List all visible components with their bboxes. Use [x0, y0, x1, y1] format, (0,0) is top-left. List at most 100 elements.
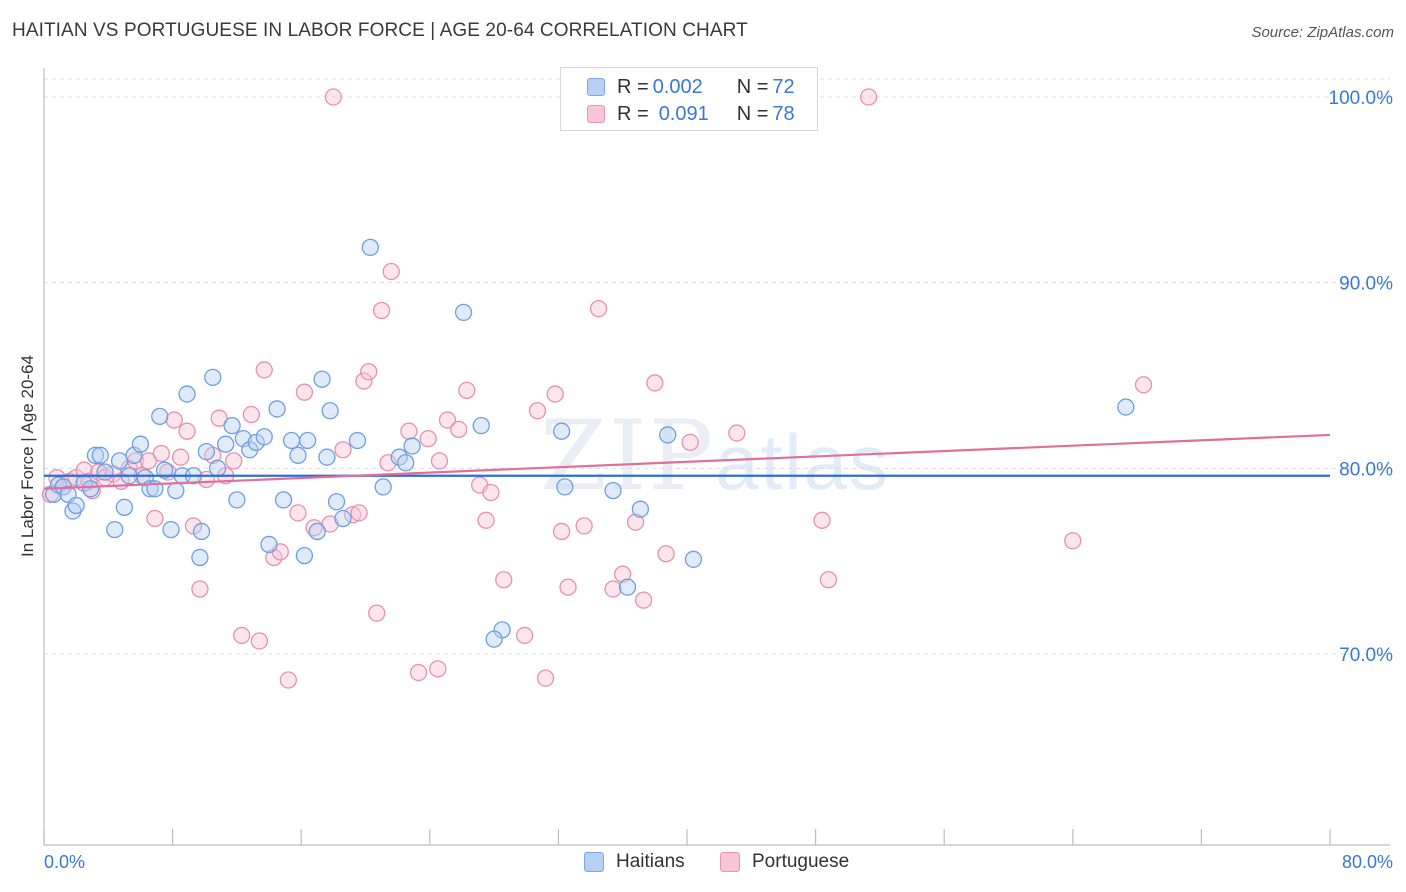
- stats-legend: R = 0.002 N = 72 R = 0.091 N = 78: [560, 67, 818, 131]
- haitians-point: [556, 478, 574, 496]
- portuguese-point: [400, 422, 418, 440]
- y-tick-labels: 70.0% 80.0% 90.0% 100.0%: [1329, 88, 1394, 666]
- r-value: 0.002: [652, 75, 703, 98]
- portuguese-point: [626, 513, 645, 531]
- portuguese-point: [589, 300, 608, 318]
- portuguese-point: [575, 517, 593, 535]
- stats-row-haitians: R = 0.002 N = 72: [587, 74, 795, 100]
- portuguese-legend-swatch: [720, 852, 740, 872]
- x-tick-max: 80.0%: [1341, 852, 1393, 872]
- haitians-point: [192, 522, 211, 541]
- portuguese-point: [634, 591, 653, 609]
- haitians-point: [86, 446, 105, 464]
- source-label: Source: ZipAtlas.com: [1251, 24, 1394, 41]
- portuguese-point: [233, 626, 251, 645]
- portuguese-point: [728, 424, 746, 442]
- haitians-point: [260, 535, 278, 554]
- haitians-point: [282, 431, 301, 450]
- portuguese-trend-line: [43, 433, 1331, 490]
- haitians-point: [197, 442, 216, 461]
- haitians-point: [191, 548, 209, 567]
- portuguese-point: [368, 604, 386, 622]
- haitians-point: [96, 463, 114, 481]
- legend-label-portuguese: Portuguese: [752, 851, 850, 872]
- haitians-point: [298, 431, 317, 450]
- portuguese-point: [178, 422, 196, 440]
- portuguese-point: [355, 372, 373, 390]
- haitians-point: [318, 448, 336, 466]
- haitians-point: [115, 498, 134, 516]
- haitians-point: [131, 435, 150, 453]
- haitians-point: [313, 370, 331, 388]
- portuguese-swatch: [587, 105, 605, 123]
- portuguese-points: [41, 88, 1153, 689]
- stats-row-portuguese: R = 0.091 N = 78: [587, 101, 795, 127]
- n-value: 72: [772, 75, 795, 98]
- portuguese-point: [546, 385, 564, 403]
- haitians-point: [255, 428, 273, 446]
- portuguese-point: [604, 580, 622, 598]
- y-tick-label: 100.0%: [1329, 88, 1394, 109]
- legend-label-haitians: Haitians: [616, 851, 685, 872]
- portuguese-point: [350, 504, 368, 522]
- portuguese-point: [614, 565, 632, 583]
- haitians-point: [684, 550, 703, 568]
- haitians-point: [295, 546, 314, 565]
- portuguese-point: [146, 509, 164, 528]
- y-tick-label: 80.0%: [1339, 459, 1393, 480]
- haitians-point: [485, 630, 503, 648]
- haitians-point: [155, 461, 174, 479]
- series-legend: Haitians Portuguese: [0, 851, 1406, 877]
- portuguese-point: [477, 511, 495, 529]
- portuguese-point: [171, 448, 190, 466]
- portuguese-point: [430, 452, 449, 470]
- haitians-point: [472, 416, 490, 435]
- haitians-point: [167, 481, 185, 500]
- axes: [43, 68, 1390, 846]
- haitians-point: [110, 452, 129, 470]
- haitians-point: [162, 520, 180, 539]
- portuguese-point: [1134, 376, 1153, 394]
- legend-item-portuguese: Portuguese: [720, 851, 849, 873]
- haitians-point: [223, 416, 241, 435]
- haitians-point: [308, 522, 326, 541]
- haitians-point: [604, 481, 622, 500]
- portuguese-point: [210, 409, 228, 427]
- haitians-point: [321, 402, 339, 420]
- portuguese-point: [515, 626, 534, 645]
- haitians-point: [204, 368, 222, 387]
- n-value: 78: [772, 102, 795, 125]
- portuguese-point: [343, 506, 362, 524]
- portuguese-point: [450, 420, 468, 438]
- portuguese-point: [859, 88, 878, 106]
- haitians-legend-swatch: [584, 852, 604, 872]
- haitians-point: [397, 454, 415, 472]
- haitians-swatch: [587, 78, 605, 96]
- haitians-point: [348, 431, 367, 450]
- haitians-points: [44, 238, 1135, 648]
- portuguese-point: [409, 663, 428, 682]
- portuguese-point: [536, 669, 555, 687]
- legend-item-haitians: Haitians: [584, 851, 685, 873]
- haitians-point: [631, 500, 650, 518]
- haitians-point: [274, 491, 293, 509]
- portuguese-point: [334, 441, 352, 459]
- trend-lines: [43, 433, 1331, 490]
- watermark-atlas: atlas: [715, 418, 890, 506]
- haitians-point: [374, 478, 392, 496]
- haitians-point: [208, 459, 227, 477]
- n-label: N =: [736, 75, 769, 98]
- portuguese-point: [429, 660, 447, 678]
- x-tick-min: 0.0%: [44, 852, 86, 872]
- haitians-point: [81, 480, 100, 498]
- portuguese-point: [295, 383, 314, 401]
- portuguese-point: [382, 262, 400, 281]
- portuguese-point: [324, 88, 343, 106]
- haitians-point: [67, 496, 85, 515]
- portuguese-point: [495, 571, 513, 589]
- portuguese-point: [419, 429, 437, 448]
- haitians-point: [151, 407, 169, 425]
- chart-title: HAITIAN VS PORTUGUESE IN LABOR FORCE | A…: [12, 20, 748, 41]
- haitians-point: [454, 303, 473, 322]
